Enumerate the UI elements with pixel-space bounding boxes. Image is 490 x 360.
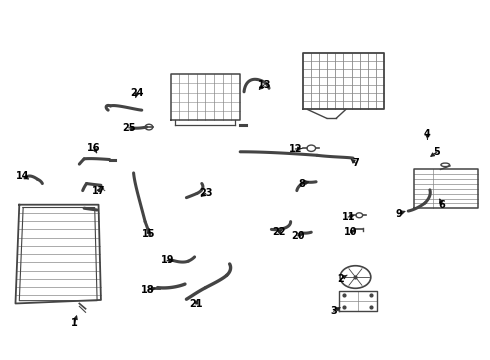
Text: 21: 21: [189, 299, 203, 309]
Text: 22: 22: [272, 227, 285, 237]
Text: 2: 2: [338, 274, 344, 284]
Text: 19: 19: [160, 256, 174, 265]
Text: 12: 12: [289, 144, 302, 154]
Text: 25: 25: [122, 123, 136, 133]
Text: 3: 3: [330, 306, 337, 316]
Text: 23: 23: [199, 188, 212, 198]
Text: 5: 5: [434, 147, 441, 157]
Text: 18: 18: [141, 285, 155, 295]
Text: 10: 10: [344, 227, 357, 237]
Text: 11: 11: [342, 212, 355, 222]
Text: 7: 7: [352, 158, 359, 168]
Text: 20: 20: [291, 231, 305, 241]
Text: 24: 24: [130, 87, 144, 98]
Text: 8: 8: [298, 179, 305, 189]
Text: 16: 16: [87, 143, 100, 153]
Text: 9: 9: [395, 208, 402, 219]
Text: 4: 4: [424, 129, 431, 139]
Text: 15: 15: [142, 229, 156, 239]
Text: 14: 14: [16, 171, 30, 181]
Text: 6: 6: [439, 200, 445, 210]
Text: 17: 17: [92, 186, 105, 196]
Text: 1: 1: [71, 318, 78, 328]
Text: 13: 13: [257, 80, 271, 90]
